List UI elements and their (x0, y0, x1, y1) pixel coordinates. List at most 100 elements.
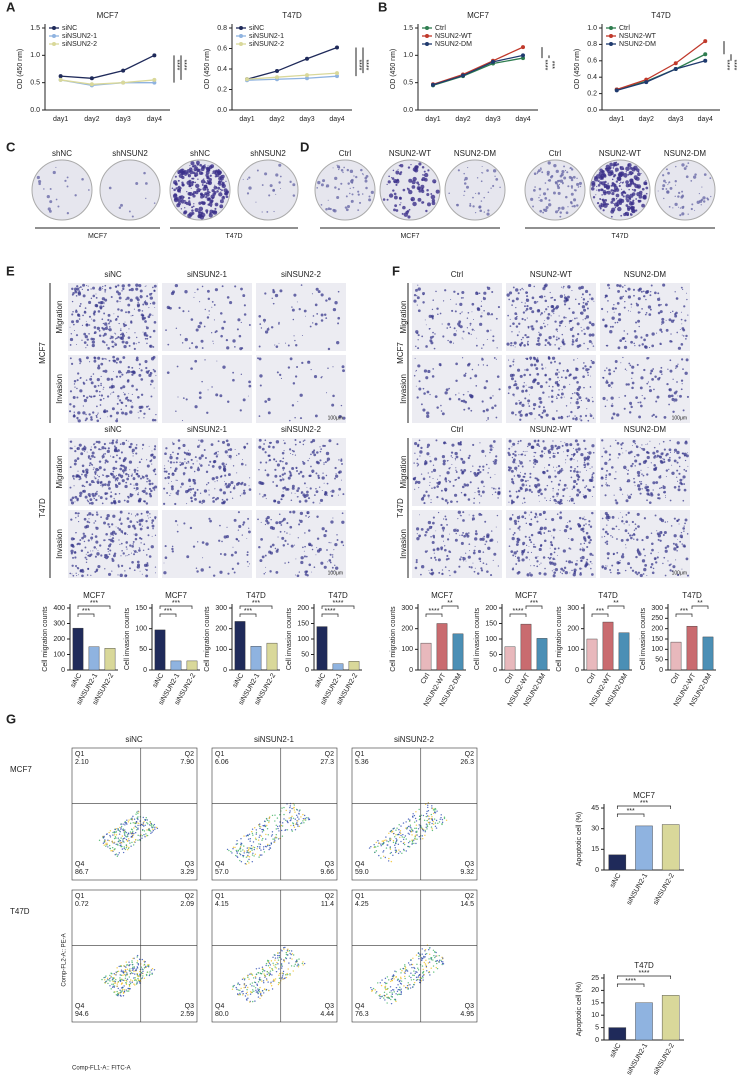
cell (620, 447, 623, 450)
cell (422, 291, 426, 296)
cell (650, 493, 654, 497)
cell (125, 341, 129, 345)
cell (658, 376, 661, 379)
cell (477, 364, 480, 366)
cell (151, 535, 153, 537)
cell (545, 413, 549, 417)
plate (524, 159, 586, 221)
cell (75, 565, 78, 568)
colony (701, 186, 703, 188)
cell (526, 358, 529, 360)
sig-bracket (239, 613, 257, 617)
significance: **** (723, 59, 730, 70)
cell (553, 571, 557, 574)
cell (490, 530, 493, 532)
cell (264, 400, 268, 403)
cell (514, 346, 516, 348)
legend-marker (52, 42, 56, 46)
cell (147, 405, 150, 407)
cell (449, 340, 453, 344)
cell (95, 498, 98, 502)
significance: *** (82, 608, 90, 615)
cell (637, 487, 641, 491)
cell (86, 338, 89, 341)
colony (463, 190, 466, 193)
colony (195, 183, 200, 189)
cell (82, 471, 85, 474)
cell (454, 310, 457, 313)
cell (261, 555, 265, 559)
cell (211, 306, 213, 308)
cell (165, 447, 168, 450)
cell (323, 463, 325, 465)
cell (632, 288, 636, 291)
cell (236, 454, 238, 456)
colony (672, 207, 674, 209)
cell (496, 514, 499, 517)
cell (234, 285, 237, 288)
cell (103, 303, 105, 305)
cell (315, 554, 317, 556)
cell (152, 455, 156, 459)
cell (508, 439, 512, 443)
cell (463, 374, 467, 377)
cell (190, 499, 194, 503)
cell (175, 461, 178, 464)
cell (461, 337, 463, 339)
cell (544, 299, 548, 303)
legend-label: NSUN2-DM (619, 41, 656, 48)
cell (515, 462, 517, 464)
colony (48, 209, 52, 213)
cell (201, 502, 203, 505)
cell (153, 489, 156, 491)
cell (633, 330, 637, 333)
cell (328, 439, 332, 443)
cell (119, 467, 123, 471)
cell (468, 532, 470, 534)
cell (471, 517, 475, 521)
point (431, 82, 435, 87)
cell (190, 496, 193, 500)
cell (551, 570, 553, 572)
cell (584, 447, 587, 450)
cell (124, 484, 128, 489)
cell (630, 303, 633, 306)
colony (108, 186, 112, 190)
cell (320, 561, 324, 565)
cell (642, 474, 645, 477)
significance: *** (596, 608, 604, 615)
cell (338, 459, 340, 461)
cell (229, 491, 232, 493)
cell (526, 450, 528, 452)
colony (337, 188, 340, 191)
cell (221, 501, 224, 505)
colony (176, 203, 181, 208)
cell (121, 340, 125, 344)
cell (676, 469, 679, 472)
cell (614, 499, 617, 502)
cell (561, 389, 563, 391)
cell (162, 502, 166, 505)
colony (425, 209, 428, 213)
cell (133, 347, 136, 351)
colony (702, 200, 706, 203)
cell (334, 466, 337, 470)
cell (604, 405, 607, 408)
colony (474, 212, 477, 214)
cell (309, 487, 312, 490)
cell (622, 452, 624, 454)
cell (87, 568, 89, 570)
cell (518, 460, 521, 462)
cell (136, 470, 139, 472)
cell (515, 297, 519, 301)
cell (537, 337, 541, 340)
cell (446, 442, 447, 444)
cell (71, 496, 75, 500)
cell (680, 388, 683, 391)
cell (593, 300, 595, 302)
cell (491, 487, 493, 489)
cell (539, 314, 542, 316)
cell (482, 539, 484, 541)
cell (522, 450, 524, 452)
cell (86, 451, 88, 453)
